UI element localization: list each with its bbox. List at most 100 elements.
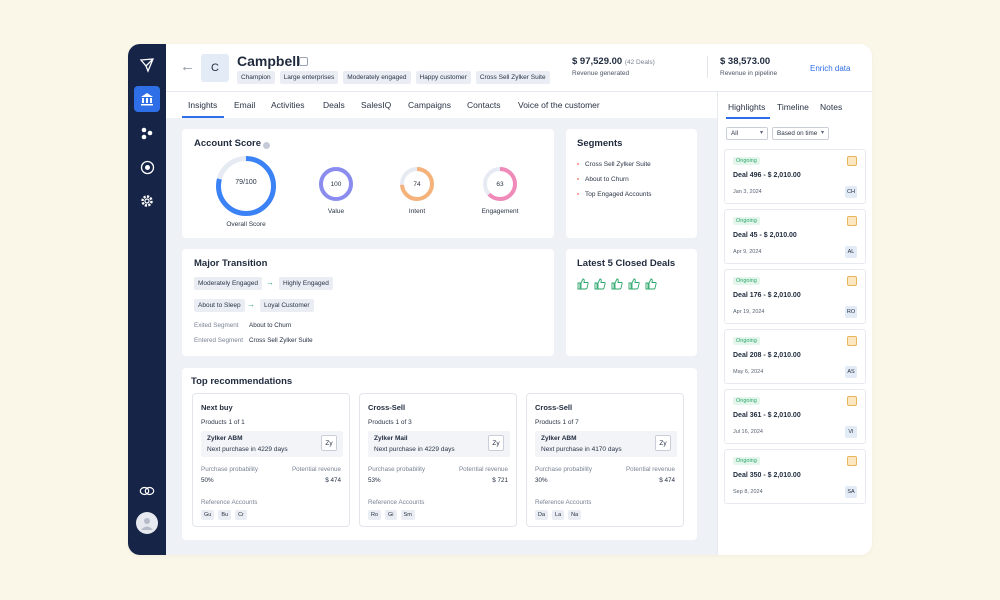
overall-score-value: 79/100 <box>235 179 257 186</box>
filter-time-select[interactable]: Based on time ▾ <box>772 127 829 140</box>
prob-value: 50% <box>201 477 214 484</box>
revenue-generated-value: $ 97,529.00 <box>572 56 623 67</box>
recommendation-card[interactable]: Cross-Sell Products 1 of 3 Zylker Mail N… <box>359 393 517 527</box>
product-name: Zylker ABM <box>207 435 243 442</box>
note-icon[interactable] <box>847 396 857 406</box>
user-avatar[interactable] <box>136 512 158 534</box>
prob-label: Purchase probability <box>535 466 593 473</box>
info-icon[interactable] <box>263 142 270 149</box>
rev-value: $ 474 <box>659 477 675 484</box>
ref-account: Sm <box>400 510 415 520</box>
transition-to: Loyal Customer <box>260 299 314 312</box>
rec-title: Cross-Sell <box>368 403 406 412</box>
account-score-title: Account Score <box>194 138 262 149</box>
rev-value: $ 474 <box>325 477 341 484</box>
product-logo: Zy <box>488 435 504 451</box>
tab-email[interactable]: Email <box>234 100 256 110</box>
ref-account: Da <box>535 510 549 520</box>
rec-products: Products 1 of 1 <box>201 419 245 426</box>
revenue-generated: $ 97,529.00 (42 Deals) Revenue generated <box>572 56 655 77</box>
recommendation-card[interactable]: Next buy Products 1 of 1 Zylker ABM Next… <box>192 393 350 527</box>
thumbs-up-icon <box>645 278 657 290</box>
overall-score-label: Overall Score <box>226 221 266 228</box>
tag: Happy customer <box>415 71 471 84</box>
status-badge: Ongoing <box>733 217 760 225</box>
gauge-fill <box>400 167 434 201</box>
back-arrow-icon[interactable]: ← <box>180 58 195 75</box>
app-window: ← C Campbell Champion Large enterprises … <box>128 44 872 555</box>
deal-title: Deal 361 - $ 2,010.00 <box>733 412 801 419</box>
deal-card[interactable]: Ongoing Deal 350 - $ 2,010.00 Sep 8, 2024 S… <box>724 449 866 504</box>
settings-icon[interactable] <box>134 188 160 214</box>
deal-card[interactable]: Ongoing Deal 176 - $ 2,010.00 Apr 19, 2024… <box>724 269 866 324</box>
tab-deals[interactable]: Deals <box>323 100 345 110</box>
target-icon[interactable] <box>134 154 160 180</box>
account-name: Campbell <box>237 53 301 69</box>
arrow-right-icon: → <box>266 278 274 287</box>
tab-voice-of-customer[interactable]: Voice of the customer <box>518 100 600 110</box>
refs-label: Reference Accounts <box>201 499 258 506</box>
segment-item[interactable]: Cross Sell Zylker Suite <box>577 161 651 168</box>
note-icon[interactable] <box>847 156 857 166</box>
filter-all-value: All <box>731 130 738 137</box>
accounts-icon[interactable] <box>134 86 160 112</box>
segment-item[interactable]: Top Engaged Accounts <box>577 191 652 198</box>
closed-deals-card: Latest 5 Closed Deals <box>566 249 697 356</box>
major-transition-title: Major Transition <box>194 258 268 269</box>
owner-avatar: VI <box>845 426 857 438</box>
segment-item[interactable]: About to Churn <box>577 176 629 183</box>
deal-card[interactable]: Ongoing Deal 496 - $ 2,010.00 Jan 3, 2024 C… <box>724 149 866 204</box>
ref-account: La <box>552 510 565 520</box>
status-badge: Ongoing <box>733 277 760 285</box>
deal-card[interactable]: Ongoing Deal 45 - $ 2,010.00 Apr 9, 2024 AL <box>724 209 866 264</box>
prob-label: Purchase probability <box>201 466 259 473</box>
product-logo: Zy <box>321 435 337 451</box>
tab-insights[interactable]: Insights <box>188 100 218 110</box>
tab-timeline[interactable]: Timeline <box>777 102 809 112</box>
revenue-generated-label: Revenue generated <box>572 70 630 77</box>
tab-activities[interactable]: Activities <box>271 100 305 110</box>
value-gauge <box>319 167 353 201</box>
deal-card[interactable]: Ongoing Deal 208 - $ 2,010.00 May 6, 2024 A… <box>724 329 866 384</box>
product-box: Zylker ABM Next purchase in 4170 days Zy <box>535 431 677 457</box>
recommendation-card[interactable]: Cross-Sell Products 1 of 7 Zylker ABM Ne… <box>526 393 684 527</box>
owner-avatar: AL <box>845 246 857 258</box>
app-logo-icon[interactable] <box>134 52 160 78</box>
copy-icon[interactable] <box>299 57 308 66</box>
deal-date: Apr 19, 2024 <box>733 309 765 315</box>
chevron-down-icon: ▾ <box>820 130 824 136</box>
next-purchase: Next purchase in 4229 days <box>374 446 455 453</box>
note-icon[interactable] <box>847 336 857 346</box>
thumbs-up-icon <box>577 278 589 290</box>
closed-deals-title: Latest 5 Closed Deals <box>577 258 676 269</box>
note-icon[interactable] <box>847 216 857 226</box>
integrations-icon[interactable] <box>134 478 160 504</box>
deal-title: Deal 496 - $ 2,010.00 <box>733 172 801 179</box>
tag: Champion <box>237 71 275 84</box>
tab-highlights[interactable]: Highlights <box>728 102 766 112</box>
tag: Cross Sell Zylker Suite <box>475 71 550 84</box>
filter-all-select[interactable]: All ▾ <box>726 127 768 140</box>
tab-campaigns[interactable]: Campaigns <box>408 100 451 110</box>
tab-contacts[interactable]: Contacts <box>467 100 501 110</box>
tab-salesiq[interactable]: SalesIQ <box>361 100 392 110</box>
recommendations-title: Top recommendations <box>191 376 293 387</box>
prob-value: 53% <box>368 477 381 484</box>
gauge-fill <box>483 167 517 201</box>
status-badge: Ongoing <box>733 157 760 165</box>
intent-gauge <box>400 167 434 201</box>
deal-title: Deal 176 - $ 2,010.00 <box>733 292 801 299</box>
enrich-data-link[interactable]: Enrich data <box>810 64 851 73</box>
account-tags: Champion Large enterprises Moderately en… <box>237 71 550 84</box>
account-header: ← C Campbell Champion Large enterprises … <box>166 44 872 92</box>
segments-icon[interactable] <box>134 120 160 146</box>
note-icon[interactable] <box>847 456 857 466</box>
account-score-card: Account Score 79/100 Overall Score 100 V… <box>182 129 554 238</box>
note-icon[interactable] <box>847 276 857 286</box>
prob-value: 30% <box>535 477 548 484</box>
rec-title: Cross-Sell <box>535 403 573 412</box>
tab-notes[interactable]: Notes <box>820 102 843 112</box>
deal-card[interactable]: Ongoing Deal 361 - $ 2,010.00 Jul 16, 2024… <box>724 389 866 444</box>
gauge-fill <box>216 156 276 216</box>
deal-date: May 6, 2024 <box>733 369 764 375</box>
